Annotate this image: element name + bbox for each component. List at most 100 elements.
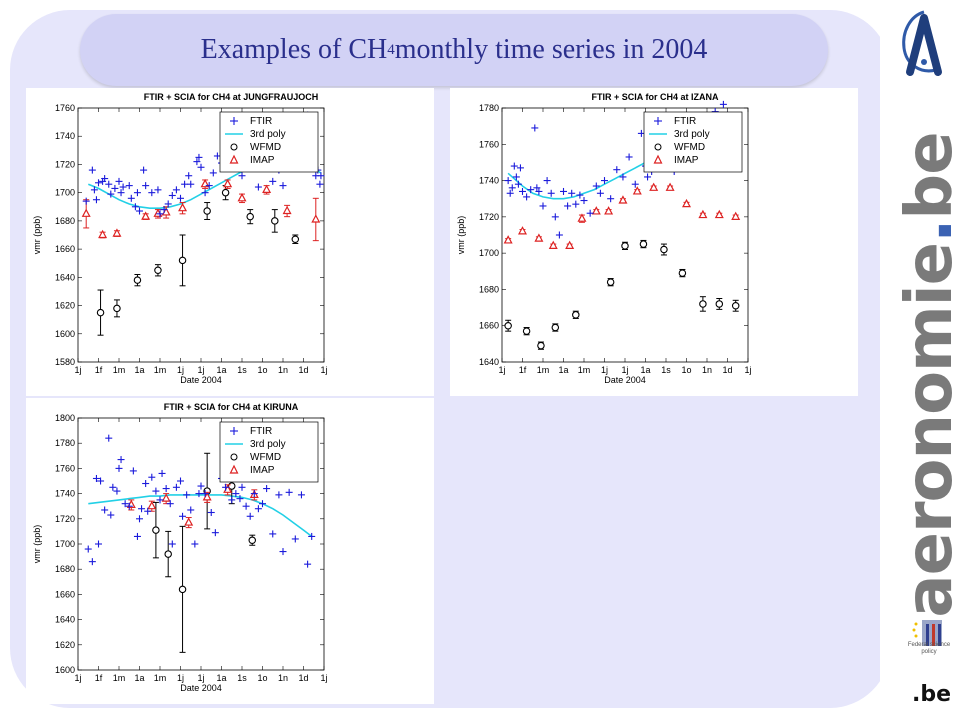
imap-point <box>311 214 321 223</box>
x-tick-label: 1f <box>95 365 103 375</box>
legend-label: 3rd poly <box>250 439 286 450</box>
ftir-point <box>269 177 277 185</box>
ftir-point <box>275 491 283 499</box>
ftir-point <box>317 172 325 180</box>
imap-point <box>591 206 601 215</box>
wfmd-point <box>291 235 300 243</box>
legend-imap-marker <box>653 154 663 164</box>
imap-point <box>665 182 675 191</box>
federal-science-policy-caption: Federal science policy <box>907 642 951 655</box>
ftir-point <box>142 480 150 488</box>
x-tick-label: 1a <box>134 673 144 683</box>
ftir-point <box>162 485 170 493</box>
ftir-point <box>201 490 209 498</box>
ftir-point <box>107 190 115 198</box>
y-tick-label: 1640 <box>479 357 499 367</box>
ftir-point <box>523 193 531 201</box>
x-tick-label: 1a <box>640 365 650 375</box>
imap-point <box>534 233 544 242</box>
ftir-point <box>236 495 244 503</box>
ftir-point <box>222 483 230 491</box>
ftir-point <box>105 434 113 442</box>
ftir-point <box>193 158 201 166</box>
x-tick-label: 1j <box>74 673 81 683</box>
imap-point <box>632 186 642 195</box>
wordmark-dot: . <box>893 219 960 243</box>
ftir-point <box>107 511 115 519</box>
y-tick-label: 1680 <box>55 216 75 226</box>
imap-point <box>565 240 575 249</box>
wfmd-point <box>572 311 580 319</box>
imap-point <box>577 213 587 222</box>
ftir-point <box>619 173 627 181</box>
x-axis-label: Date 2004 <box>180 375 222 385</box>
ftir-point <box>164 200 172 208</box>
imap-point <box>698 209 708 219</box>
ftir-point <box>508 184 516 192</box>
ftir-point <box>232 490 240 498</box>
y-tick-label: 1720 <box>55 159 75 169</box>
ftir-point <box>205 182 213 190</box>
y-tick-label: 1780 <box>479 103 499 113</box>
y-tick-label: 1740 <box>55 131 75 141</box>
wfmd-point <box>606 278 615 286</box>
ftir-point <box>263 485 271 493</box>
ftir-point <box>168 191 176 199</box>
x-tick-label: 1m <box>113 365 126 375</box>
ftir-point <box>148 189 156 197</box>
ftir-point <box>568 189 576 197</box>
imap-point <box>184 517 194 526</box>
ftir-point <box>613 166 621 174</box>
x-tick-label: 1j <box>197 365 204 375</box>
legend-wfmd-marker <box>230 143 238 151</box>
wfmd-point <box>678 269 687 277</box>
ftir-point <box>555 231 563 239</box>
x-tick-label: 1a <box>558 365 568 375</box>
ftir-point <box>316 180 324 188</box>
y-tick-label: 1680 <box>55 564 75 574</box>
ftir-point <box>156 496 164 504</box>
x-tick-label: 1d <box>722 365 732 375</box>
y-tick-label: 1680 <box>479 284 499 294</box>
ftir-point <box>259 500 266 508</box>
dot-be-logo: .be <box>912 682 952 707</box>
legend-label: IMAP <box>250 465 275 476</box>
wfmd-point <box>522 327 531 335</box>
federal-science-policy-logo-icon <box>912 620 942 646</box>
ftir-point <box>148 473 156 481</box>
x-tick-label: 1j <box>177 365 184 375</box>
ftir-point <box>136 207 143 215</box>
y-tick-label: 1660 <box>55 244 75 254</box>
ftir-point <box>607 195 615 203</box>
ftir-point <box>195 490 203 498</box>
ftir-point <box>250 490 258 498</box>
x-tick-label: 1m <box>113 673 126 683</box>
ftir-point <box>117 189 125 197</box>
ftir-point <box>187 506 195 514</box>
y-axis-label: vmr (ppb) <box>32 216 42 255</box>
ftir-point <box>269 530 277 538</box>
ftir-point <box>201 189 209 197</box>
ftir-point <box>644 173 652 181</box>
ftir-point <box>564 202 572 210</box>
ftir-point <box>195 153 203 161</box>
x-tick-label: 1f <box>519 365 527 375</box>
x-tick-label: 1o <box>681 365 691 375</box>
ftir-point <box>142 182 150 190</box>
ftir-point <box>580 197 588 205</box>
ftir-point <box>533 184 541 192</box>
brand-sidebar <box>880 0 960 720</box>
ftir-point <box>172 186 180 194</box>
imap-point <box>714 209 724 219</box>
ftir-point <box>238 172 246 180</box>
y-tick-label: 1720 <box>55 514 75 524</box>
x-tick-label: 1m <box>537 365 550 375</box>
ftir-point <box>156 210 164 218</box>
ftir-point <box>191 540 199 548</box>
ftir-point <box>279 548 287 556</box>
legend-label: WFMD <box>674 142 705 153</box>
imap-point <box>178 202 188 212</box>
ftir-point <box>207 509 215 516</box>
x-tick-label: 1s <box>237 673 247 683</box>
imap-point <box>223 178 233 188</box>
